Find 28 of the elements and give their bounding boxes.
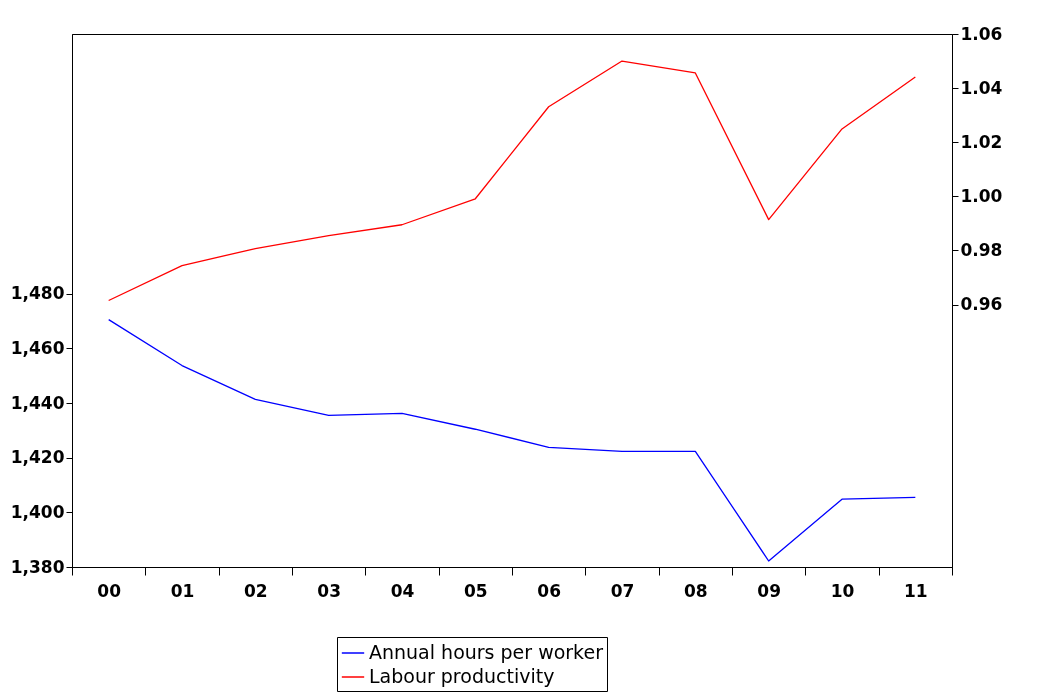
- legend-label: Labour productivity: [369, 665, 555, 687]
- x-tick-label: 07: [610, 580, 635, 601]
- y2-tick-label: 1.02: [960, 131, 1003, 152]
- legend-label: Annual hours per worker: [369, 641, 604, 663]
- y2-tick-label: 1.00: [960, 185, 1003, 206]
- y2-tick-label: 0.96: [960, 294, 1003, 315]
- y-tick-label: 1,380: [10, 556, 65, 577]
- x-tick-label: 09: [757, 580, 781, 601]
- x-tick-label: 01: [170, 580, 195, 601]
- y2-tick-label: 0.98: [960, 239, 1003, 260]
- x-tick-label: 06: [537, 580, 561, 601]
- x-tick-label: 11: [904, 580, 928, 601]
- y-tick-label: 1,480: [10, 283, 65, 304]
- y-tick-label: 1,420: [10, 447, 65, 468]
- line-series: [108, 60, 916, 302]
- x-tick-label: 03: [317, 580, 341, 601]
- y-tick-label: 1,440: [10, 392, 65, 413]
- y2-tick-label: 1.06: [960, 23, 1003, 44]
- y2-tick-label: 1.04: [960, 77, 1003, 98]
- y-tick-label: 1,400: [10, 501, 65, 522]
- x-tick-label: 05: [464, 580, 488, 601]
- x-tick-label: 00: [97, 580, 122, 601]
- x-tick-label: 10: [830, 580, 855, 601]
- x-tick-label: 08: [684, 580, 708, 601]
- x-tick-label: 04: [390, 580, 415, 601]
- line-series: [108, 318, 916, 562]
- y-tick-label: 1,460: [10, 337, 65, 358]
- x-tick-label: 02: [244, 580, 268, 601]
